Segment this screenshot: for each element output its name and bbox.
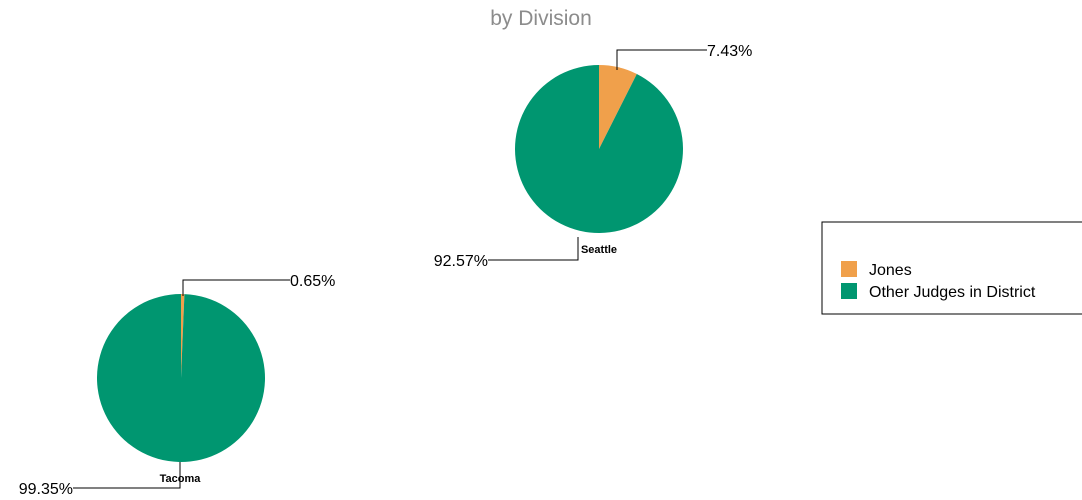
tacoma-other-leader: [73, 462, 181, 489]
tacoma-pie-label: Tacoma: [160, 473, 202, 485]
legend-label-other-judges: Other Judges in District: [869, 284, 1036, 301]
tacoma-other-pct: 99.35%: [19, 481, 73, 498]
legend-swatch-other-judges: [841, 283, 857, 299]
seattle-jones-leader: [616, 49, 707, 70]
seattle-other-leader: [488, 237, 579, 261]
chart-title: by Division: [490, 7, 592, 30]
seattle-jones-pct: 7.43%: [707, 43, 752, 60]
tacoma-jones-slice: [181, 294, 185, 378]
seattle-pie-label: Seattle: [581, 244, 617, 256]
pie-seattle: 7.43% 92.57% Seattle: [434, 43, 753, 270]
legend-swatch-jones: [841, 261, 857, 277]
tacoma-jones-pct: 0.65%: [290, 273, 335, 290]
tacoma-other-judges-slice: [97, 294, 266, 462]
seattle-jones-slice: [599, 65, 637, 149]
seattle-other-pct: 92.57%: [434, 253, 488, 270]
legend: Jones Other Judges in District: [821, 221, 1082, 315]
legend-label-jones: Jones: [869, 262, 912, 279]
tacoma-jones-leader: [182, 279, 290, 296]
seattle-other-judges-slice: [515, 65, 683, 233]
legend-box: [821, 221, 1082, 315]
pie-tacoma: 0.65% 99.35% Tacoma: [19, 273, 336, 498]
